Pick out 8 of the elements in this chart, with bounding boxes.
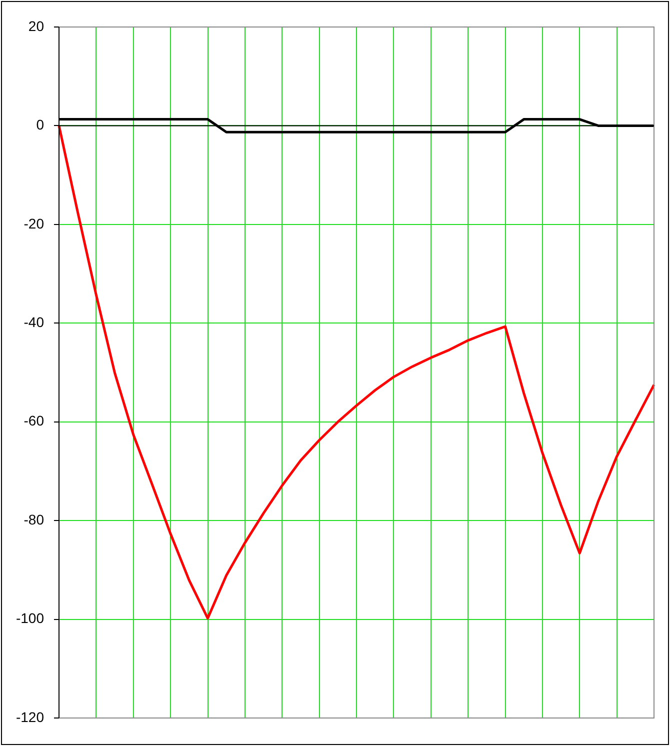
y-tick-label: -100 [16,610,44,626]
y-tick-label: 0 [36,116,44,133]
y-tick-label: -20 [24,215,44,232]
y-tick-label: -80 [24,511,44,528]
y-tick-label: -40 [24,314,44,330]
y-tick-label: 20 [28,18,44,34]
y-tick-label: -60 [24,412,44,429]
y-tick-label: -120 [16,708,44,725]
